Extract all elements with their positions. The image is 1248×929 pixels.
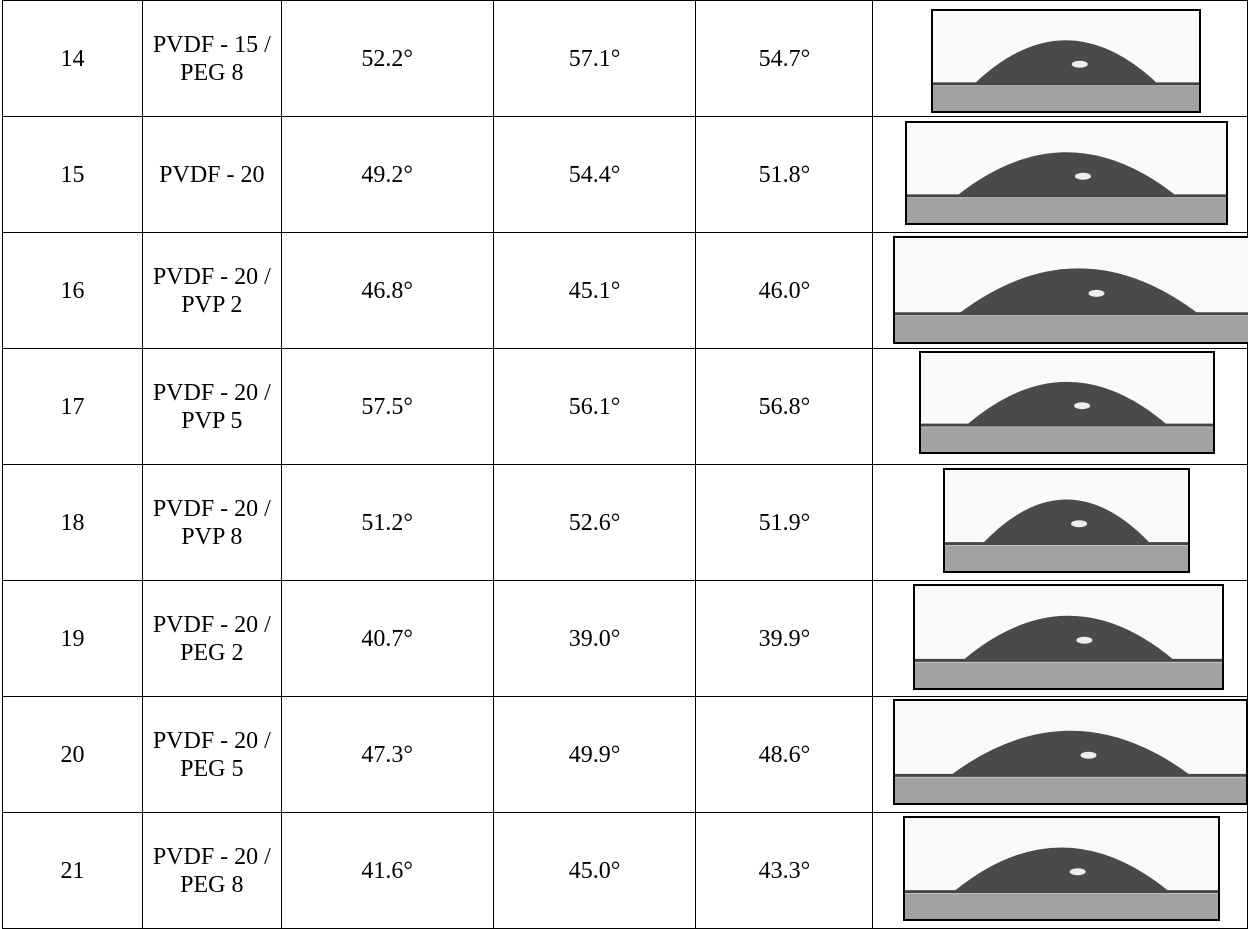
substrate — [895, 777, 1247, 803]
droplet — [958, 268, 1199, 314]
contact-angle: 52.2° — [280, 0, 494, 117]
droplet-reflection — [1076, 636, 1093, 644]
membrane-name: PVDF - 20 / PVP 8 — [141, 464, 282, 581]
droplet-photo — [905, 121, 1229, 225]
contact-angle: 46.8° — [280, 232, 494, 349]
contact-angle: 49.9° — [492, 696, 697, 813]
droplet-image-cell — [872, 116, 1248, 233]
table-row: 17 PVDF - 20 / PVP 5 57.5° 56.1° 56.8° — [2, 348, 1248, 465]
droplet-image-cell — [872, 580, 1248, 697]
sample-id: 20 — [2, 696, 143, 813]
sample-id: 19 — [2, 580, 143, 697]
droplet-reflection — [1071, 520, 1088, 528]
table-row: 15 PVDF - 20 49.2° 54.4° 51.8° — [2, 116, 1248, 233]
sample-id: 15 — [2, 116, 143, 233]
droplet-image-cell — [872, 0, 1248, 117]
droplet — [954, 847, 1170, 892]
droplet-image-cell — [872, 464, 1248, 581]
contact-angle: 51.2° — [280, 464, 494, 581]
substrate — [907, 197, 1227, 223]
droplet-photo — [919, 351, 1216, 454]
contact-angle: 56.1° — [492, 348, 697, 465]
contact-angle: 43.3° — [695, 812, 874, 929]
droplet — [982, 499, 1151, 544]
table-row: 21 PVDF - 20 / PEG 8 41.6° 45.0° 43.3° — [2, 812, 1248, 929]
contact-angle: 47.3° — [280, 696, 494, 813]
contact-angle: 48.6° — [695, 696, 874, 813]
contact-angle: 51.8° — [695, 116, 874, 233]
contact-angle: 52.6° — [492, 464, 697, 581]
substrate — [921, 427, 1214, 452]
membrane-name: PVDF - 20 / PVP 5 — [141, 348, 282, 465]
contact-angle: 45.0° — [492, 812, 697, 929]
membrane-name: PVDF - 15 / PEG 8 — [141, 0, 282, 117]
droplet-reflection — [1088, 289, 1105, 297]
substrate — [895, 315, 1248, 342]
droplet-reflection — [1074, 402, 1091, 410]
contact-angle: 39.9° — [695, 580, 874, 697]
droplet-photo — [931, 9, 1202, 113]
substrate — [905, 893, 1219, 919]
contact-angle: 39.0° — [492, 580, 697, 697]
substrate — [915, 662, 1223, 688]
droplet-reflection — [1072, 60, 1089, 68]
droplet-reflection — [1070, 868, 1087, 876]
droplet-photo — [893, 236, 1248, 344]
sample-id: 17 — [2, 348, 143, 465]
contact-angle: 51.9° — [695, 464, 874, 581]
droplet-photo — [943, 468, 1191, 573]
droplet — [950, 730, 1191, 776]
droplet-image-cell — [872, 696, 1248, 813]
table-row: 18 PVDF - 20 / PVP 8 51.2° 52.6° 51.9° — [2, 464, 1248, 581]
table-row: 16 PVDF - 20 / PVP 2 46.8° 45.1° 46.0° — [2, 232, 1248, 349]
contact-angle: 57.5° — [280, 348, 494, 465]
membrane-name: PVDF - 20 / PEG 8 — [141, 812, 282, 929]
contact-angle: 54.4° — [492, 116, 697, 233]
contact-angle: 49.2° — [280, 116, 494, 233]
droplet — [963, 615, 1175, 661]
droplet — [966, 381, 1168, 426]
membrane-name: PVDF - 20 / PVP 2 — [141, 232, 282, 349]
sample-id: 14 — [2, 0, 143, 117]
sample-id: 16 — [2, 232, 143, 349]
contact-angle: 46.0° — [695, 232, 874, 349]
contact-angle: 56.8° — [695, 348, 874, 465]
contact-angle: 40.7° — [280, 580, 494, 697]
substrate — [933, 85, 1200, 111]
droplet-image-cell — [872, 232, 1248, 349]
table-row: 19 PVDF - 20 / PEG 2 40.7° 39.0° 39.9° — [2, 580, 1248, 697]
sample-id: 21 — [2, 812, 143, 929]
droplet-reflection — [1075, 172, 1092, 180]
contact-angle: 54.7° — [695, 0, 874, 117]
contact-angle: 41.6° — [280, 812, 494, 929]
droplet-image-cell — [872, 348, 1248, 465]
droplet-photo — [903, 816, 1221, 921]
substrate — [945, 545, 1189, 571]
droplet-reflection — [1080, 751, 1097, 759]
contact-angle: 45.1° — [492, 232, 697, 349]
membrane-name: PVDF - 20 / PEG 2 — [141, 580, 282, 697]
droplet — [974, 40, 1159, 84]
table-row: 20 PVDF - 20 / PEG 5 47.3° 49.9° 48.6° — [2, 696, 1248, 813]
contact-angle: 57.1° — [492, 0, 697, 117]
droplet-photo — [893, 699, 1248, 805]
membrane-name: PVDF - 20 — [141, 116, 282, 233]
droplet-photo — [913, 584, 1225, 690]
droplet — [957, 152, 1177, 196]
membrane-name: PVDF - 20 / PEG 5 — [141, 696, 282, 813]
droplet-image-cell — [872, 812, 1248, 929]
sample-id: 18 — [2, 464, 143, 581]
table-row: 14 PVDF - 15 / PEG 8 52.2° 57.1° 54.7° — [2, 0, 1248, 117]
